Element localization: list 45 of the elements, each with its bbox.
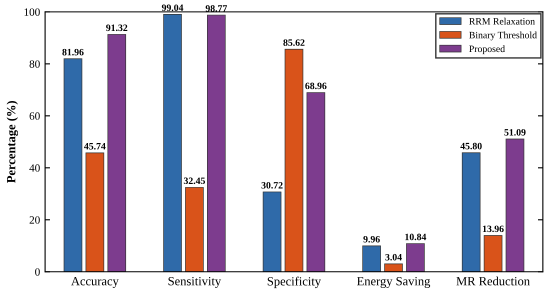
bar: [462, 152, 480, 272]
legend-label: Binary Threshold: [469, 32, 537, 40]
legend-label: RRM Relaxation: [469, 18, 535, 25]
x-tick-label: MR Reduction: [456, 276, 530, 286]
bar: [163, 14, 182, 272]
bar: [362, 246, 381, 272]
data-label: 85.62: [283, 39, 304, 46]
bar: [107, 34, 126, 272]
data-label: 91.32: [106, 24, 128, 32]
bar: [506, 138, 524, 272]
bar: [64, 58, 82, 272]
bar: [384, 264, 403, 272]
data-label: 10.84: [405, 234, 426, 240]
data-label: 9.96: [363, 236, 380, 243]
legend-label: Proposed: [469, 45, 505, 54]
bar: [185, 187, 204, 272]
bar: [484, 235, 502, 272]
data-label: 30.72: [262, 182, 283, 189]
x-tick-label: Specificity: [268, 276, 321, 288]
y-tick-label: 40: [29, 164, 40, 172]
bar: [306, 92, 326, 272]
y-axis-title: Percentage (%): [6, 101, 18, 183]
data-label: 51.09: [504, 129, 526, 136]
data-label: 13.96: [482, 226, 504, 232]
bar: [86, 152, 104, 272]
y-tick-label: 60: [30, 112, 40, 120]
bar: [207, 14, 226, 272]
x-tick-label: Energy Saving: [357, 276, 430, 288]
bar: [262, 192, 282, 272]
x-tick-label: Sensitivity: [168, 276, 222, 288]
data-label: 68.96: [305, 82, 327, 90]
y-tick-label: 100: [24, 8, 40, 16]
data-label: 3.04: [385, 254, 402, 261]
data-label: 45.80: [460, 142, 482, 150]
data-label: 45.74: [84, 143, 106, 150]
y-tick-label: 80: [30, 60, 40, 68]
data-label: 98.77: [206, 5, 228, 12]
data-label: 99.04: [162, 4, 184, 12]
y-tick-label: 0: [35, 268, 40, 276]
y-tick-label: 20: [30, 216, 40, 224]
data-label: 81.96: [62, 48, 84, 56]
bar: [406, 243, 425, 272]
bar: [284, 48, 304, 272]
x-tick-label: Accuracy: [71, 277, 119, 288]
data-label: 32.45: [184, 178, 206, 184]
